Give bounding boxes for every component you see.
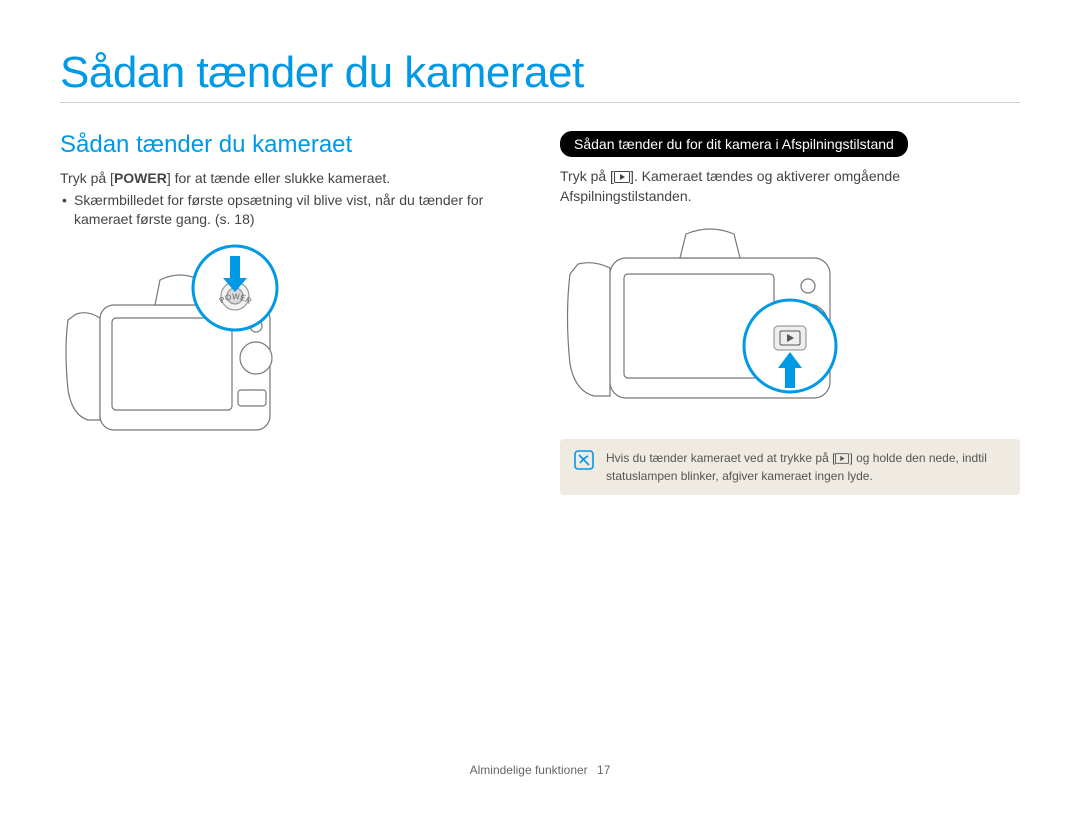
left-p1-prefix: Tryk på [ (60, 170, 114, 186)
left-bullet-1: Skærmbilledet for første opsætning vil b… (60, 191, 520, 230)
left-bullets: Skærmbilledet for første opsætning vil b… (60, 191, 520, 230)
right-column: Sådan tænder du for dit kamera i Afspiln… (560, 131, 1020, 495)
left-p1-suffix: ] for at tænde eller slukke kameraet. (167, 170, 390, 186)
camera-illustration-left: POWER (60, 240, 300, 450)
left-p1-bold: POWER (114, 170, 167, 186)
page-root: Sådan tænder du kameraet Sådan tænder du… (0, 0, 1080, 495)
left-column: Sådan tænder du kameraet Tryk på [POWER]… (60, 131, 520, 495)
left-paragraph: Tryk på [POWER] for at tænde eller slukk… (60, 169, 520, 189)
note-prefix: Hvis du tænder kameraet ved at trykke på… (606, 451, 835, 465)
play-icon (835, 453, 849, 464)
play-icon (614, 171, 630, 183)
title-rule (60, 102, 1020, 103)
footer-section: Almindelige funktioner (470, 763, 588, 777)
page-title: Sådan tænder du kameraet (60, 48, 1020, 98)
note-icon (574, 450, 594, 470)
note-text: Hvis du tænder kameraet ved at trykke på… (606, 449, 1006, 485)
footer-page-number: 17 (597, 763, 610, 777)
page-footer: Almindelige funktioner 17 (0, 763, 1080, 777)
two-columns: Sådan tænder du kameraet Tryk på [POWER]… (60, 131, 1020, 495)
left-subhead: Sådan tænder du kameraet (60, 131, 520, 159)
right-p1-prefix: Tryk på [ (560, 168, 614, 184)
right-paragraph: Tryk på []. Kameraet tændes og aktiverer… (560, 167, 1020, 206)
camera-illustration-right (560, 216, 860, 416)
right-pill: Sådan tænder du for dit kamera i Afspiln… (560, 131, 908, 157)
note-box: Hvis du tænder kameraet ved at trykke på… (560, 439, 1020, 495)
